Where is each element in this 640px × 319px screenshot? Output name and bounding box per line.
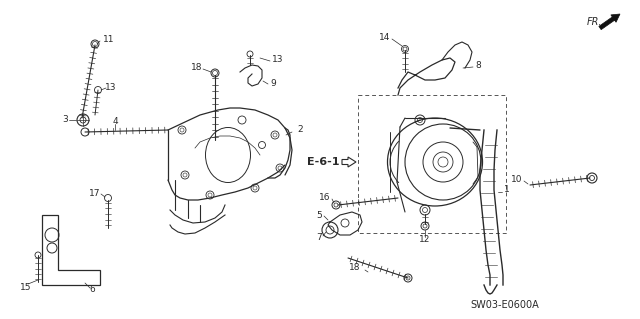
Text: 15: 15 — [20, 283, 32, 292]
Text: 14: 14 — [379, 33, 390, 42]
Text: 18: 18 — [191, 63, 202, 72]
Text: FR.: FR. — [587, 17, 602, 27]
FancyArrow shape — [342, 157, 356, 167]
Text: 3: 3 — [62, 115, 68, 124]
Text: 16: 16 — [319, 194, 330, 203]
Text: 12: 12 — [419, 235, 431, 244]
Text: 7: 7 — [316, 234, 322, 242]
Text: 10: 10 — [511, 175, 522, 184]
Text: 1: 1 — [504, 186, 509, 195]
Text: 2: 2 — [297, 125, 303, 135]
Text: 6: 6 — [89, 286, 95, 294]
Text: 9: 9 — [270, 78, 276, 87]
Text: 4: 4 — [112, 117, 118, 127]
Text: 13: 13 — [105, 83, 116, 92]
Text: 8: 8 — [475, 61, 481, 70]
Text: 17: 17 — [88, 189, 100, 198]
Text: 13: 13 — [272, 56, 284, 64]
Text: SW03-E0600A: SW03-E0600A — [470, 300, 540, 310]
Text: 11: 11 — [103, 35, 115, 44]
Text: 18: 18 — [349, 263, 361, 272]
FancyArrow shape — [599, 14, 620, 30]
Text: 5: 5 — [316, 211, 322, 219]
Text: E-6-1: E-6-1 — [307, 157, 340, 167]
Bar — [358, 95, 506, 233]
